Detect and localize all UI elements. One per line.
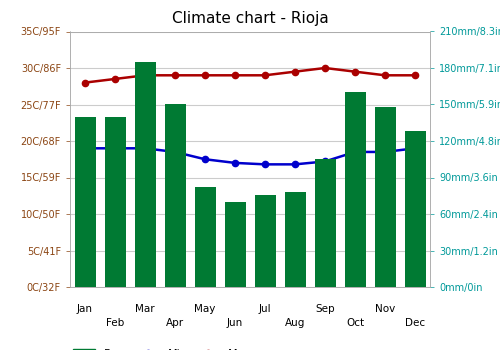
Text: Jul: Jul (258, 304, 272, 314)
Bar (164, 105, 186, 287)
Bar (224, 202, 246, 287)
Bar (374, 107, 396, 287)
Text: Nov: Nov (375, 304, 395, 314)
Text: Jan: Jan (77, 304, 93, 314)
Text: Aug: Aug (285, 317, 305, 328)
Bar (194, 187, 216, 287)
Bar (284, 192, 306, 287)
Bar (134, 62, 156, 287)
Bar (104, 117, 126, 287)
Text: Jun: Jun (227, 317, 243, 328)
Bar (404, 131, 425, 287)
Legend: Prec, Min, Max: Prec, Min, Max (68, 344, 255, 350)
Text: Mar: Mar (135, 304, 155, 314)
Text: May: May (194, 304, 216, 314)
Title: Climate chart - Rioja: Climate chart - Rioja (172, 11, 328, 26)
Bar (344, 92, 366, 287)
Bar (314, 159, 336, 287)
Text: Apr: Apr (166, 317, 184, 328)
Bar (74, 117, 96, 287)
Bar (254, 195, 276, 287)
Text: Dec: Dec (405, 317, 425, 328)
Text: Feb: Feb (106, 317, 124, 328)
Text: Sep: Sep (315, 304, 335, 314)
Text: Oct: Oct (346, 317, 364, 328)
